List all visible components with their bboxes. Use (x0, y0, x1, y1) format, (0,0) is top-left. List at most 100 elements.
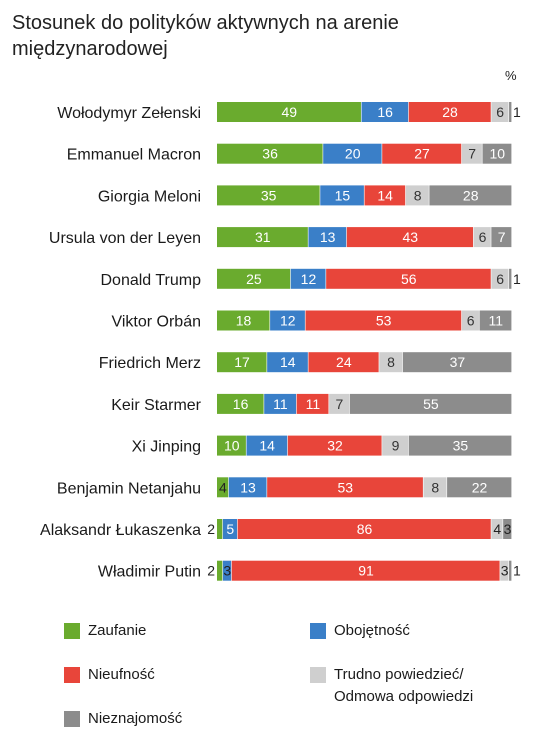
data-label: 53 (376, 313, 392, 329)
bar-segment (217, 560, 223, 581)
data-label: 27 (414, 146, 430, 162)
data-label: 12 (301, 271, 317, 287)
data-label: 53 (338, 479, 354, 495)
data-label: 8 (414, 187, 422, 203)
category-label: Donald Trump (101, 272, 202, 289)
bar-segment (222, 519, 238, 539)
data-label: 22 (472, 479, 488, 495)
bar-segment (217, 352, 267, 373)
data-label: 10 (489, 146, 505, 162)
bar-segment (217, 185, 320, 206)
data-label: 6 (467, 313, 475, 329)
data-label: 8 (387, 354, 395, 370)
unit-label: % (505, 68, 517, 83)
bar-segment (461, 143, 482, 164)
bar-segment (479, 310, 512, 331)
bar-segment (509, 560, 512, 581)
data-label: 10 (224, 438, 240, 454)
data-label: 37 (450, 354, 466, 370)
data-label: 2 (207, 563, 215, 579)
data-label: 3 (223, 563, 231, 579)
data-label: 16 (233, 396, 249, 412)
data-label: 43 (402, 229, 418, 245)
bar-segment (228, 477, 267, 498)
data-label: 32 (327, 438, 343, 454)
data-label: 12 (280, 313, 296, 329)
data-label: 9 (392, 438, 400, 454)
bar-segment (379, 352, 403, 373)
bar-segment (270, 310, 305, 331)
bar-segment (349, 393, 512, 414)
bar-row: Benjamin Netanjahu 4 13 53 8 22 (57, 477, 512, 498)
data-label: 24 (336, 354, 352, 370)
data-label: 2 (207, 521, 215, 537)
category-label: Friedrich Merz (99, 355, 201, 372)
bar-row: Xi Jinping 10 14 32 9 35 (132, 435, 512, 456)
bar-segment (423, 477, 447, 498)
category-label: Benjamin Netanjahu (57, 480, 201, 497)
bar-segment (217, 519, 223, 539)
bar-segment (405, 185, 429, 206)
bar-segment (326, 268, 491, 289)
data-label: 17 (234, 354, 250, 370)
bar-segment (323, 143, 382, 164)
bar-segment (264, 393, 297, 414)
bar-segment (217, 393, 264, 414)
category-label: Keir Starmer (111, 397, 201, 414)
bar-row: Ursula von der Leyen 31 13 43 6 7 (49, 227, 512, 248)
bar-segment (361, 102, 409, 122)
data-label: 1 (513, 271, 521, 287)
bar-segment (408, 435, 512, 456)
bar-segment (217, 227, 308, 248)
bar-segment (246, 435, 288, 456)
data-label: 31 (255, 229, 271, 245)
bar-segment (346, 227, 474, 248)
bar-row: Giorgia Meloni 35 15 14 8 28 (98, 185, 512, 206)
data-label: 11 (489, 313, 504, 329)
data-label: 6 (496, 271, 504, 287)
bar-row: Wołodymyr Zełenski 49 16 28 6 1 (57, 102, 521, 122)
category-label: Wołodymyr Zełenski (57, 105, 201, 122)
bar-segment (222, 560, 232, 581)
bar-row: Viktor Orbán 18 12 53 6 11 (111, 310, 512, 331)
category-label: Ursula von der Leyen (49, 230, 201, 247)
data-label: 7 (498, 229, 506, 245)
bar-segment (217, 268, 291, 289)
data-label: 7 (336, 396, 344, 412)
bar-row: Donald Trump 25 12 56 6 1 (101, 268, 521, 289)
data-label: 14 (377, 187, 393, 203)
category-label: Viktor Orbán (111, 314, 201, 331)
bar-segment (329, 393, 350, 414)
data-label: 7 (468, 146, 476, 162)
category-label: Xi Jinping (132, 439, 201, 456)
data-label: 6 (496, 104, 504, 120)
data-label: 4 (219, 479, 227, 495)
bar-row: Alaksandr Łukaszenka 2 5 86 4 3 (40, 519, 512, 539)
data-label: 36 (262, 146, 278, 162)
bar-segment (364, 185, 406, 206)
bar-segment (402, 352, 512, 373)
data-label: 28 (463, 187, 479, 203)
category-label: Alaksandr Łukaszenka (40, 522, 201, 539)
data-label: 1 (513, 104, 521, 120)
data-label: 3 (504, 521, 512, 537)
data-label: 3 (501, 563, 509, 579)
data-label: 55 (423, 396, 439, 412)
bar-segment (267, 477, 423, 498)
data-label: 56 (401, 271, 417, 287)
bar-segment (447, 477, 512, 498)
bar-segment (473, 227, 491, 248)
data-label: 1 (513, 563, 521, 579)
data-label: 20 (345, 146, 361, 162)
bar-segment (217, 143, 323, 164)
data-label: 86 (357, 521, 373, 537)
bar-segment (509, 268, 512, 289)
data-label: 28 (442, 104, 458, 120)
data-label: 35 (453, 438, 469, 454)
bar-segment (267, 352, 308, 373)
category-label: Władimir Putin (98, 564, 201, 581)
bar-segment (305, 310, 462, 331)
bar-row: Friedrich Merz 17 14 24 8 37 (99, 352, 512, 373)
bar-segment (491, 102, 509, 122)
